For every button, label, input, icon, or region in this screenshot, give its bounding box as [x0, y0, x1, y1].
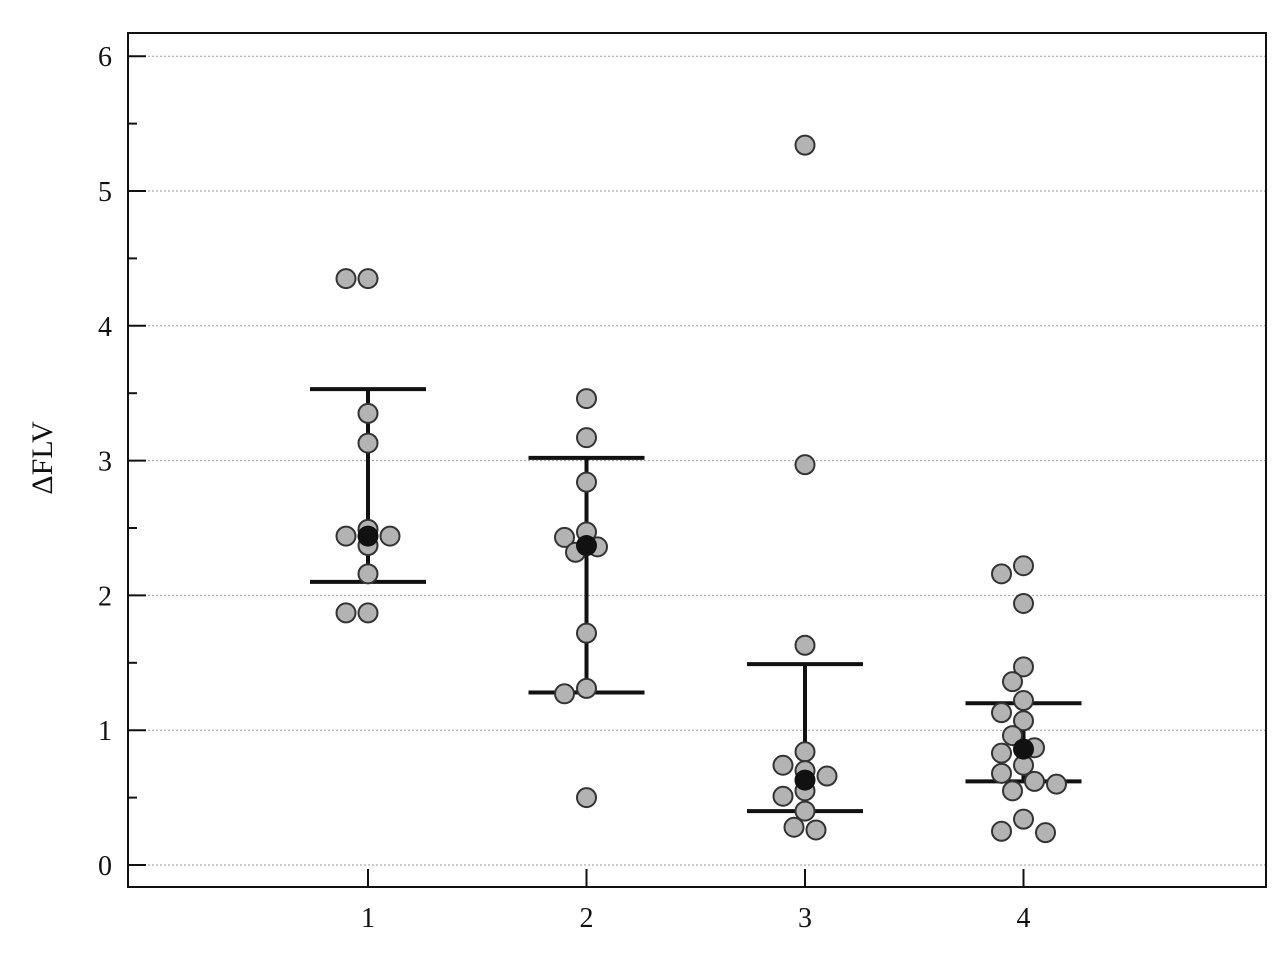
data-point [1013, 690, 1034, 712]
x-axis: 1 2 3 4 [361, 869, 1031, 934]
data-point [335, 602, 357, 624]
data-point [991, 820, 1012, 842]
data-point [335, 268, 357, 290]
data-point [794, 134, 816, 156]
data-point [991, 762, 1012, 784]
grid-lines [128, 55, 1266, 866]
data-point [1013, 710, 1034, 732]
data-point [576, 622, 597, 644]
error-bars [310, 387, 1082, 814]
group-center-point [1013, 738, 1034, 760]
data-point [1013, 555, 1034, 577]
y-tick-label: 5 [98, 177, 112, 208]
y-tick-label: 4 [98, 312, 112, 343]
data-point [1013, 656, 1034, 678]
x-tick-label: 1 [361, 903, 375, 934]
data-point [794, 800, 816, 822]
data-point [335, 525, 357, 547]
data-point [794, 634, 816, 656]
data-point [576, 677, 597, 699]
data-points [335, 134, 1067, 844]
data-point [991, 702, 1012, 724]
y-tick-label: 6 [98, 42, 112, 73]
data-point [1013, 592, 1034, 614]
y-tick-label: 0 [98, 851, 112, 882]
data-point [1002, 725, 1023, 747]
y-axis-label: ΔFLV [26, 421, 59, 495]
data-point [554, 683, 575, 705]
y-axis: 0 1 2 3 4 5 6 [98, 42, 146, 882]
plot-frame [127, 32, 1267, 888]
data-point [794, 741, 816, 763]
group-center-point [576, 535, 597, 557]
data-point [554, 526, 575, 548]
data-point [772, 754, 794, 776]
data-point [1002, 780, 1023, 802]
group-center-point [357, 525, 379, 547]
data-point [576, 471, 597, 493]
data-point [816, 765, 838, 787]
data-point [357, 602, 379, 624]
data-point [991, 742, 1012, 764]
data-point [576, 388, 597, 410]
x-tick-label: 3 [798, 903, 812, 934]
data-point [357, 432, 379, 454]
y-tick-label: 3 [98, 447, 112, 478]
data-point [357, 563, 379, 585]
data-point [783, 816, 805, 838]
y-tick-label: 2 [98, 581, 112, 612]
data-point [357, 402, 379, 424]
group-centers [357, 525, 1034, 791]
data-point [357, 268, 379, 290]
data-point [772, 785, 794, 807]
data-point [1046, 773, 1067, 795]
data-point [1024, 770, 1045, 792]
data-point [576, 787, 597, 809]
data-point [379, 525, 401, 547]
data-point [805, 819, 827, 841]
x-tick-label: 4 [1017, 903, 1031, 934]
data-point [576, 427, 597, 449]
x-tick-label: 2 [580, 903, 594, 934]
data-point [991, 563, 1012, 585]
data-point [1035, 822, 1056, 844]
data-point [1013, 808, 1034, 830]
data-point [1002, 671, 1023, 693]
data-point [794, 454, 816, 476]
y-tick-label: 1 [98, 716, 112, 747]
group-center-point [794, 769, 816, 791]
